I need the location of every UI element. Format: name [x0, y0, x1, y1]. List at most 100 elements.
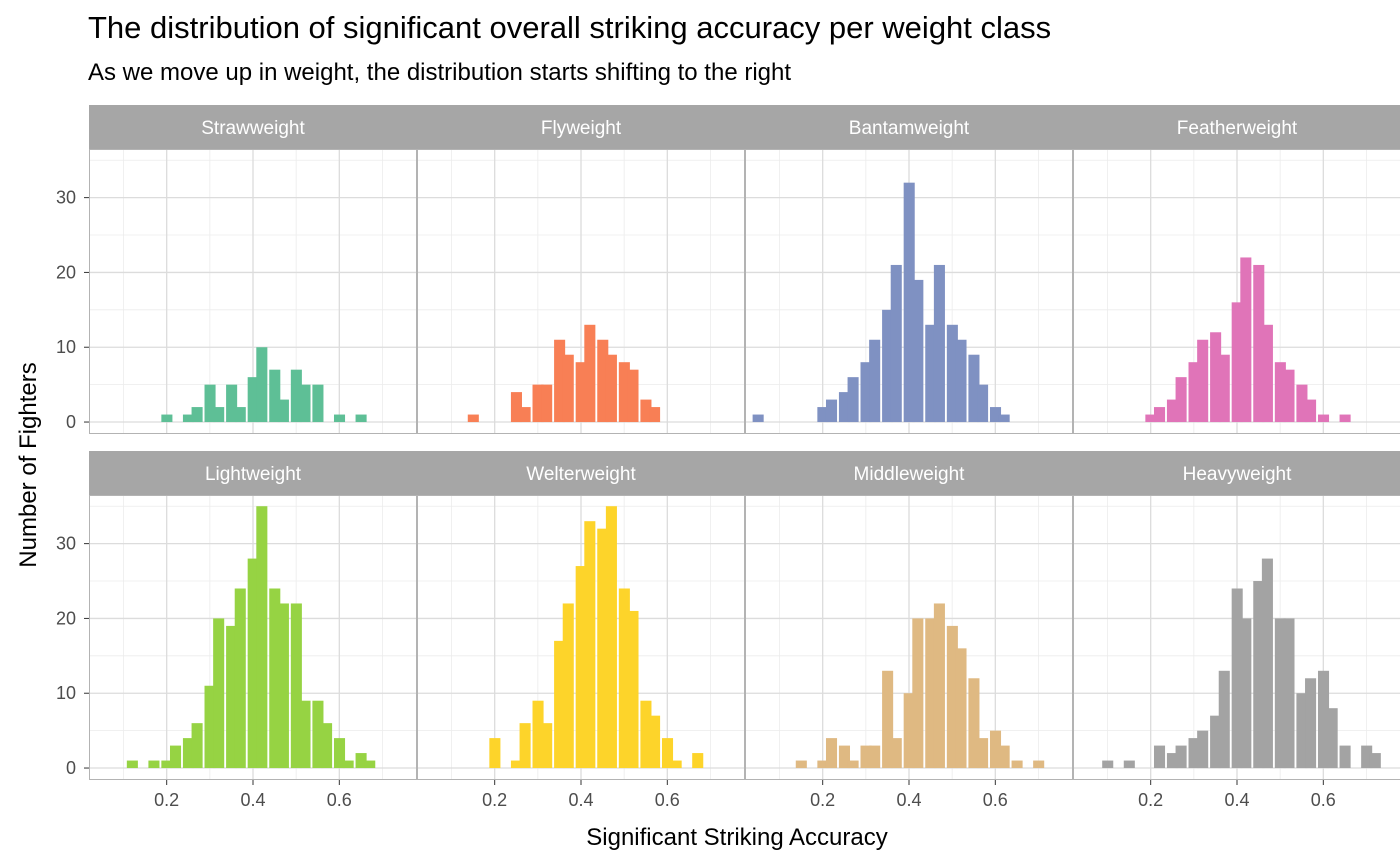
histogram-bar [234, 588, 246, 769]
strip-label: Featherweight [1177, 118, 1298, 139]
histogram-bar [1305, 678, 1317, 769]
histogram-bar [752, 414, 764, 423]
histogram-bar [584, 324, 596, 423]
histogram-bar [627, 369, 639, 423]
y-tick-label: 0 [66, 412, 76, 432]
histogram-bar [1317, 670, 1330, 769]
histogram-bar [169, 745, 182, 769]
histogram-bar [467, 414, 479, 423]
panel-border [1073, 495, 1400, 780]
histogram-bar [605, 506, 617, 769]
histogram-bar [649, 715, 661, 769]
histogram-bar [903, 182, 915, 423]
histogram-bar [817, 407, 829, 423]
panel-border [417, 149, 745, 434]
y-axis-title: Number of Fighters [15, 362, 42, 567]
histogram-bar [226, 625, 238, 769]
y-tick-label: 20 [56, 608, 76, 628]
histogram-bar [182, 414, 194, 423]
histogram-bar [1240, 257, 1252, 423]
strip-label: Flyweight [541, 118, 622, 139]
strip-background [745, 105, 1073, 149]
histogram-bar [925, 324, 937, 423]
histogram-bar [860, 362, 872, 423]
histogram-bar [191, 407, 203, 423]
histogram-bar [1197, 339, 1209, 423]
histogram-bar [299, 700, 311, 769]
histogram-bar [847, 377, 859, 423]
histogram-bar [1153, 407, 1166, 423]
histogram-bar [1033, 760, 1045, 769]
histogram-bar [1197, 730, 1209, 769]
histogram-bar [532, 700, 544, 769]
histogram-bar [998, 745, 1010, 769]
histogram-bar [1296, 384, 1308, 423]
strip-background [745, 451, 1073, 495]
strip-background [89, 105, 417, 149]
histogram-bar [575, 362, 587, 423]
histogram-bar [256, 506, 268, 769]
x-tick-label: 0.4 [1224, 790, 1249, 810]
facet-panel-strawweight: Strawweight [89, 105, 417, 434]
facet-panel-featherweight: Featherweight [1073, 105, 1400, 434]
panel-border [89, 149, 417, 434]
panel-border [89, 495, 417, 780]
histogram-bar [321, 723, 333, 769]
histogram-bar [277, 603, 289, 769]
histogram-bar [955, 648, 967, 769]
histogram-bar [968, 678, 980, 769]
x-tick-label: 0.6 [655, 790, 680, 810]
facet-panel-welterweight: Welterweight [417, 451, 745, 780]
histogram-bar [489, 738, 501, 769]
histogram-bar [1153, 745, 1166, 769]
histogram-bar [191, 723, 203, 769]
histogram-bar [1231, 588, 1243, 769]
histogram-bar [247, 377, 259, 423]
histogram-bar [989, 407, 1002, 423]
histogram-bar [1218, 670, 1230, 769]
histogram-bar [355, 753, 367, 769]
histogram-bar [1175, 377, 1187, 423]
facet-panel-heavyweight: Heavyweight [1073, 451, 1400, 780]
histogram-bar [998, 414, 1010, 423]
y-tick-label: 20 [56, 262, 76, 282]
histogram-bar [597, 339, 609, 423]
histogram-bar [510, 392, 522, 423]
histogram-bar [364, 760, 376, 769]
x-tick-label: 0.4 [896, 790, 921, 810]
histogram-bar [1361, 745, 1373, 769]
histogram-bar [1210, 332, 1222, 423]
histogram-bar [290, 369, 302, 423]
histogram-bar [1240, 618, 1252, 769]
panel-border [745, 495, 1073, 780]
histogram-bar [182, 738, 194, 769]
histogram-bar [1283, 369, 1295, 423]
histogram-bar [519, 407, 531, 423]
histogram-bar [1261, 558, 1273, 769]
histogram-bar [670, 760, 682, 769]
histogram-bar [1339, 414, 1351, 423]
x-tick-label: 0.2 [154, 790, 179, 810]
facet-panel-flyweight: Flyweight [417, 105, 745, 434]
histogram-bar [933, 264, 945, 423]
x-tick-label: 0.4 [568, 790, 593, 810]
strip-label: Bantamweight [849, 118, 970, 139]
histogram-bar [968, 354, 980, 423]
y-tick-label: 30 [56, 534, 76, 554]
histogram-bar [1231, 302, 1243, 423]
histogram-bar [1210, 715, 1222, 769]
histogram-bar [333, 738, 346, 769]
histogram-bar [541, 384, 553, 423]
histogram-bar [1369, 753, 1381, 769]
histogram-bar [161, 414, 173, 423]
histogram-bar [204, 685, 216, 769]
y-tick-label: 10 [56, 337, 76, 357]
histogram-bar [226, 384, 238, 423]
y-tick-label: 30 [56, 188, 76, 208]
x-tick-label: 0.2 [482, 790, 507, 810]
histogram-bar [1283, 618, 1295, 769]
histogram-bar [1339, 745, 1351, 769]
histogram-bar [1166, 399, 1178, 423]
histogram-bar [269, 369, 281, 423]
